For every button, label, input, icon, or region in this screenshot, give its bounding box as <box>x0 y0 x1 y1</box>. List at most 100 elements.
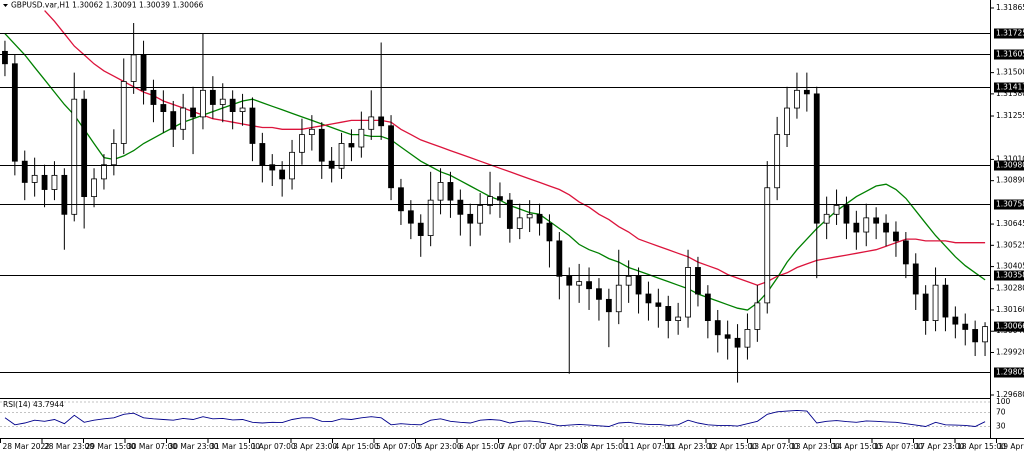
x-tick-label: 17 Apr 23:00 <box>916 442 965 451</box>
rsi-tick-label: 100 <box>996 397 1011 406</box>
candle-body <box>170 111 177 130</box>
candle-body <box>348 143 355 148</box>
candle-body <box>962 323 969 330</box>
candle-body <box>200 89 206 118</box>
candle-body <box>41 174 48 190</box>
candle-body <box>635 275 642 295</box>
rsi-tick-label: 70 <box>996 408 1006 417</box>
candle-body <box>71 98 78 215</box>
candle-body <box>180 107 187 130</box>
level-label-box <box>994 270 1024 281</box>
candle-body <box>229 98 236 112</box>
x-tick-label: 8 Apr 15:00 <box>584 442 628 451</box>
candle-body <box>843 205 850 224</box>
level-label: 1.30980 <box>996 161 1024 170</box>
x-tick-label: 12 Apr 15:00 <box>708 442 757 451</box>
x-tick-label: 7 Apr 07:00 <box>501 442 545 451</box>
candle-body <box>536 213 543 224</box>
candle-body <box>457 199 464 215</box>
x-tick-label: 5 Apr 07:00 <box>376 442 420 451</box>
x-tick-label: 28 Mar 2022 <box>3 442 51 451</box>
x-tick-label: 1 Apr 07:00 <box>252 442 296 451</box>
y-tick-label: 1.29920 <box>996 347 1024 356</box>
level-label-box <box>994 49 1024 60</box>
x-tick-label: 30 Mar 07:00 <box>127 442 177 451</box>
candle-body <box>714 320 721 336</box>
y-tick-label: 1.31010 <box>996 154 1024 163</box>
candle-body <box>61 174 68 215</box>
level-label-box <box>994 82 1024 93</box>
candle-body <box>566 275 573 286</box>
y-tick-label: 1.30280 <box>996 284 1024 293</box>
x-tick-label: 6 Apr 15:00 <box>459 442 503 451</box>
candle-body <box>625 275 632 286</box>
x-tick-label: 4 Apr 15:00 <box>335 442 379 451</box>
candle-body <box>833 205 840 215</box>
candle-body <box>704 293 711 321</box>
candle-body <box>378 116 385 127</box>
candle-body <box>120 81 127 144</box>
last-price-label: 1.30066 <box>996 322 1024 331</box>
x-tick-label: 14 Apr 15:00 <box>833 442 882 451</box>
candle-body <box>487 196 493 206</box>
candle-body <box>437 182 444 201</box>
candle-body <box>586 281 592 290</box>
level-label: 1.29809 <box>996 368 1024 377</box>
moving-average <box>4 33 986 311</box>
x-tick-label: 28 Mar 23:00 <box>44 442 94 451</box>
level-label-box <box>994 199 1024 210</box>
candle-body <box>813 93 820 224</box>
candle-body <box>407 210 414 224</box>
candle-body <box>902 240 909 265</box>
candle-body <box>615 284 622 313</box>
candle-body <box>893 231 899 242</box>
candle-body <box>873 217 880 224</box>
candle-body <box>91 178 97 198</box>
x-tick-label: 29 Mar 15:00 <box>86 442 136 451</box>
candle-body <box>190 107 196 118</box>
x-tick-label: 7 Apr 23:00 <box>542 442 586 451</box>
candle-body <box>318 128 325 162</box>
candle-body <box>863 217 870 233</box>
candle-body <box>596 288 602 300</box>
candle-body <box>259 143 266 166</box>
candle-body <box>219 98 226 105</box>
x-tick-label: 13 Apr 23:00 <box>791 442 840 451</box>
candle-body <box>605 298 612 313</box>
candle-body <box>744 329 751 348</box>
candle-body <box>685 267 691 318</box>
y-tick-label: 1.31255 <box>996 111 1024 120</box>
x-tick-label: 13 Apr 07:00 <box>750 442 799 451</box>
rsi-tick-label: 30 <box>996 422 1006 431</box>
candle-body <box>338 143 345 169</box>
menu-arrow[interactable] <box>3 4 8 7</box>
candle-body <box>269 164 276 171</box>
y-tick-label: 1.30405 <box>996 262 1024 271</box>
x-tick-label: 31 Mar 15:00 <box>210 442 260 451</box>
candle-body <box>279 169 286 180</box>
candle-body <box>912 263 919 295</box>
x-tick-label: 15 Apr 07:00 <box>874 442 923 451</box>
x-tick-label: 30 Mar 23:00 <box>169 442 219 451</box>
candle-body <box>655 302 662 307</box>
y-tick-label: 1.31500 <box>996 68 1024 77</box>
candle-body <box>883 222 889 233</box>
level-label: 1.31725 <box>996 29 1024 38</box>
level-label-box <box>994 160 1024 171</box>
candle-body <box>249 107 256 144</box>
candle-body <box>447 182 454 201</box>
candle-body <box>665 306 672 321</box>
y-tick-label: 1.31865 <box>996 3 1024 12</box>
level-label: 1.30758 <box>996 200 1024 209</box>
candle-body <box>368 116 375 130</box>
candle-body <box>695 267 701 295</box>
x-tick-label: 11 Apr 23:00 <box>667 442 716 451</box>
y-tick-label: 1.30525 <box>996 240 1024 249</box>
candle-body <box>982 326 988 343</box>
candle-body <box>51 174 58 190</box>
rsi-line <box>4 409 986 427</box>
x-tick-label: 3 Apr 23:00 <box>293 442 337 451</box>
candle-body <box>101 164 107 180</box>
candle-body <box>209 89 216 105</box>
candle-body <box>794 89 800 109</box>
